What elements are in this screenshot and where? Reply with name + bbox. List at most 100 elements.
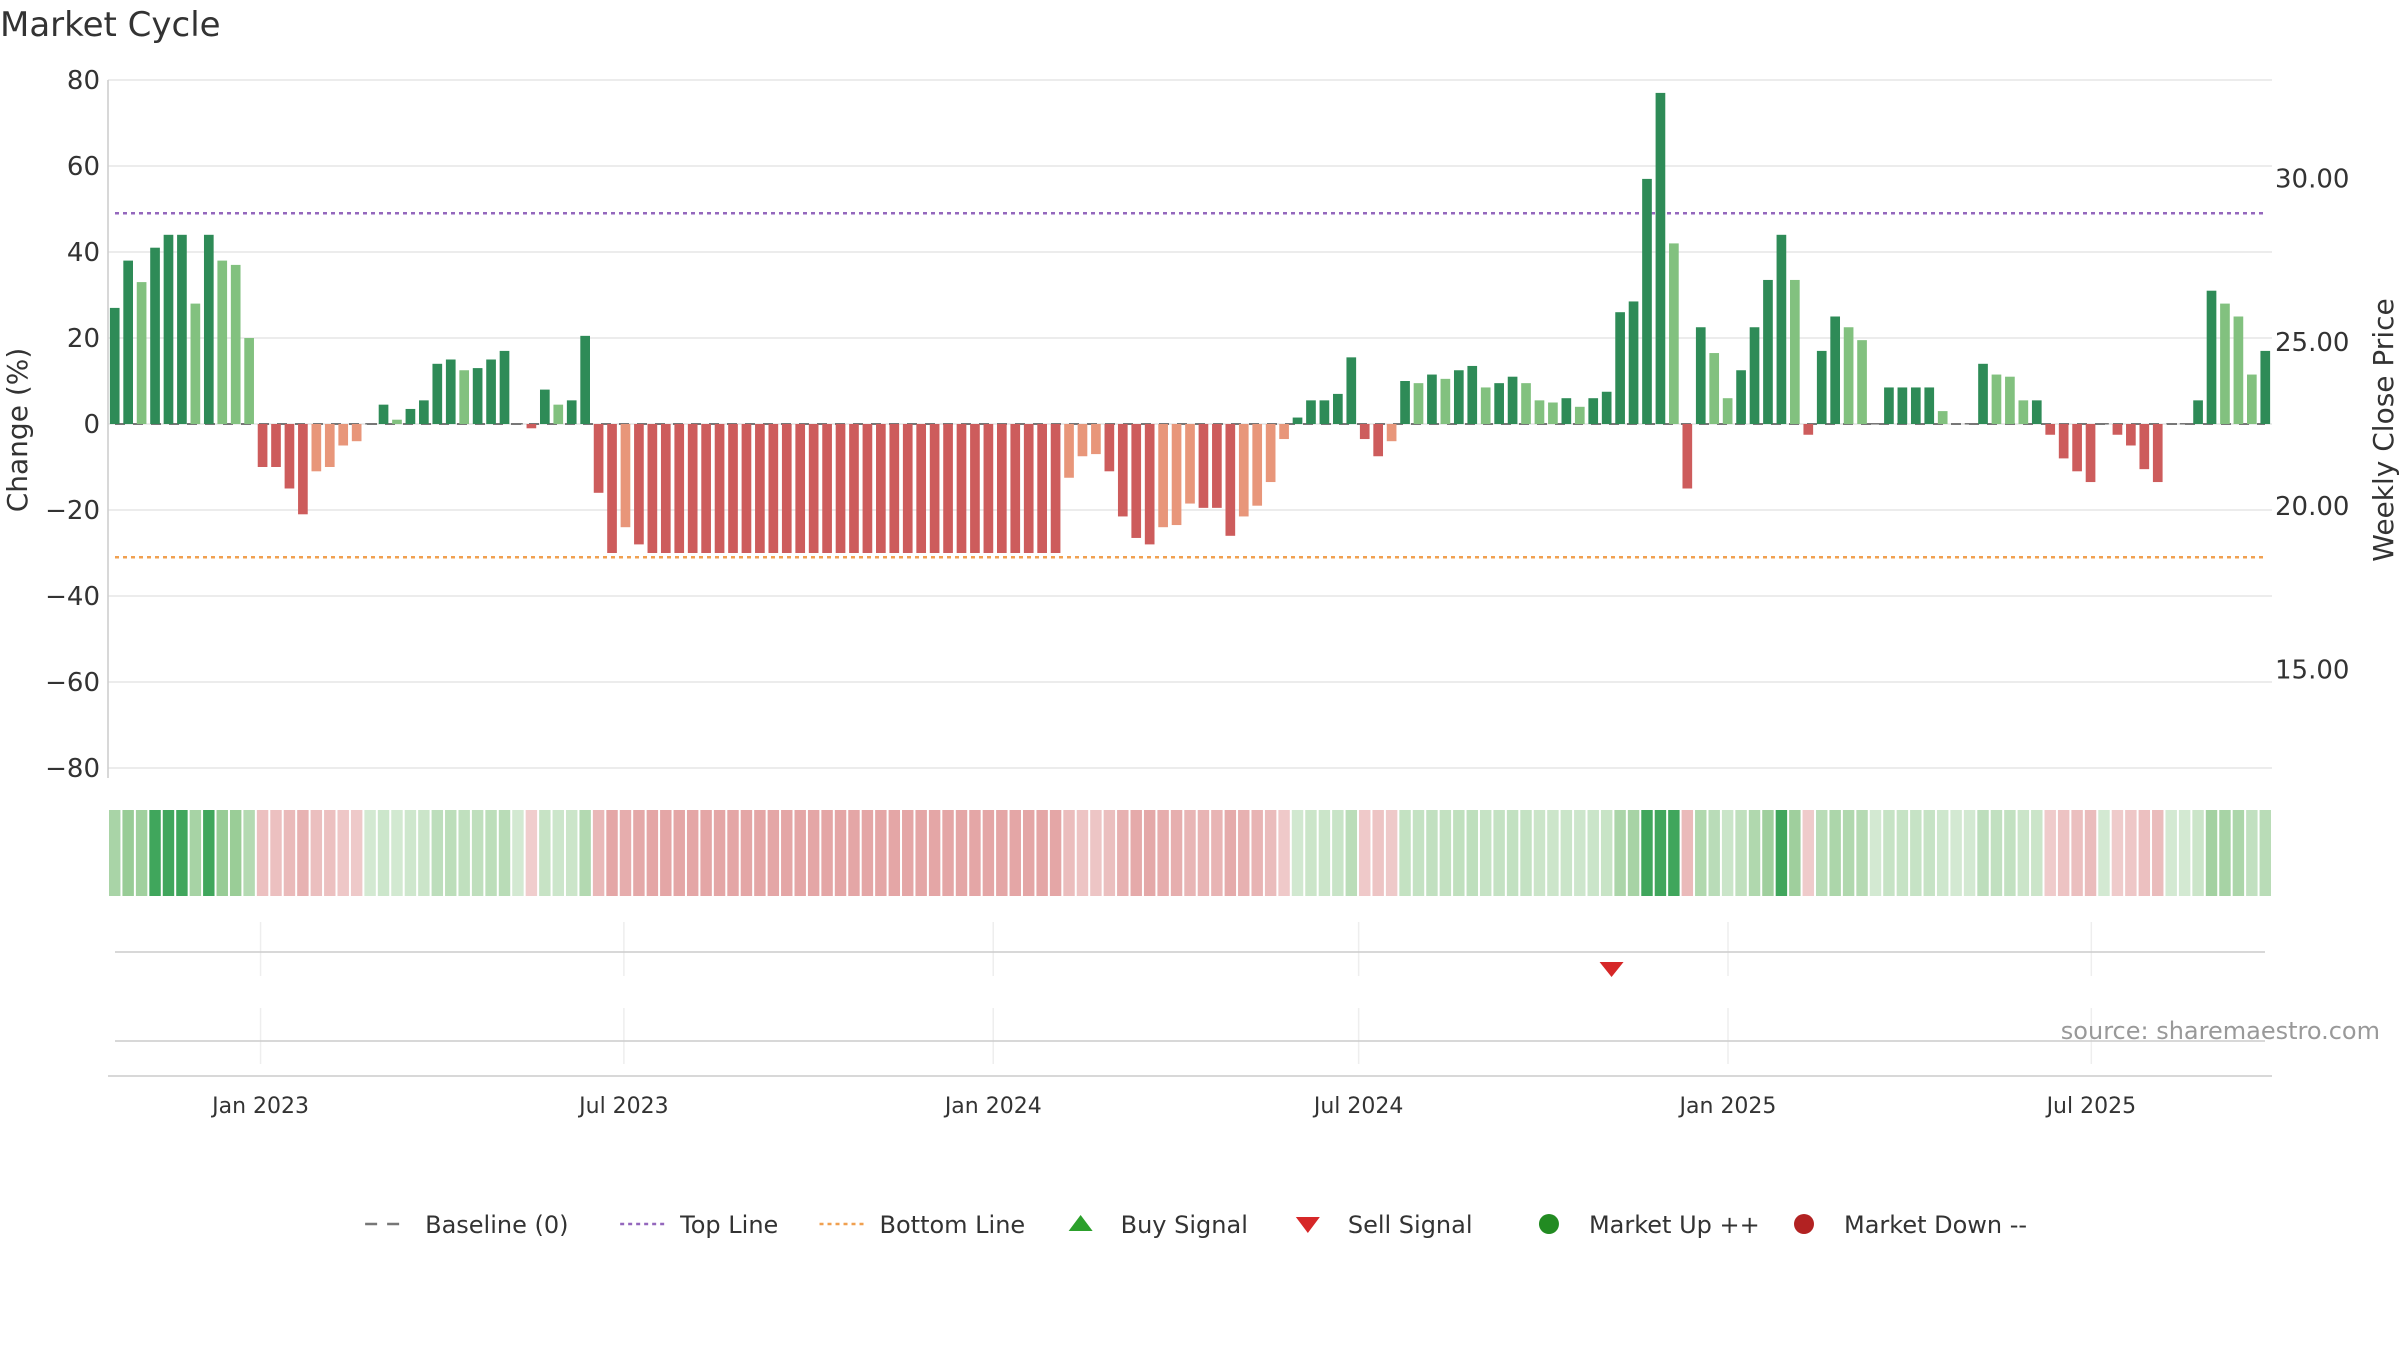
- bar: [271, 424, 281, 467]
- heat-cell: [754, 810, 766, 896]
- bar: [405, 408, 416, 424]
- legend-item: Baseline (0): [365, 1211, 569, 1239]
- bar: [553, 404, 564, 424]
- heat-cell: [135, 810, 148, 896]
- bar: [701, 424, 711, 553]
- heat-cell: [1049, 810, 1062, 896]
- bar: [1897, 387, 1908, 424]
- heat-cell: [955, 810, 968, 896]
- heat-cell: [928, 810, 941, 896]
- heat-cell: [485, 810, 497, 896]
- heat-cell: [1842, 810, 1855, 896]
- bar: [1534, 400, 1545, 424]
- heat-cell: [1076, 810, 1089, 896]
- bar: [849, 424, 859, 553]
- heat-cell: [1721, 810, 1734, 896]
- cycle-heat-strip: [109, 810, 2271, 896]
- bar: [1803, 424, 1814, 435]
- chart-title: Market Cycle: [0, 5, 221, 45]
- bar: [1884, 387, 1894, 424]
- legend-label: Market Down --: [1844, 1211, 2027, 1239]
- heat-cell: [337, 810, 349, 896]
- heat-cell: [1668, 810, 1680, 896]
- x-tick-label: Jul 2023: [577, 1094, 669, 1119]
- heat-cell: [565, 810, 578, 896]
- heat-cell: [1600, 810, 1613, 896]
- heat-cell: [324, 810, 336, 896]
- bar: [1830, 316, 1841, 424]
- heat-cell: [1157, 810, 1169, 896]
- bar: [459, 370, 470, 424]
- bar: [123, 260, 134, 424]
- heat-cell: [579, 810, 591, 896]
- heat-cell: [1896, 810, 1909, 896]
- heat-cell: [821, 810, 833, 896]
- bar: [1238, 424, 1249, 517]
- heat-cell: [270, 810, 282, 896]
- heat-cell: [592, 810, 605, 896]
- heat-cell: [1251, 810, 1263, 896]
- bar: [1574, 406, 1585, 424]
- bar: [1400, 381, 1410, 424]
- y-tick-label: 60: [67, 152, 100, 182]
- bar: [109, 307, 120, 424]
- legend-item: Buy Signal: [1068, 1211, 1248, 1239]
- heat-cell: [256, 810, 269, 896]
- bar: [1763, 279, 1773, 424]
- heat-cell: [1197, 810, 1210, 896]
- bar: [1628, 301, 1639, 424]
- heat-cell: [1385, 810, 1398, 896]
- heat-cell: [1923, 810, 1935, 896]
- heat-cell: [122, 810, 134, 896]
- heat-cell: [1103, 810, 1116, 896]
- bar: [1104, 424, 1115, 472]
- bar: [1615, 312, 1625, 424]
- bar: [996, 424, 1007, 553]
- bar: [324, 424, 335, 467]
- bar: [2179, 423, 2190, 425]
- heat-cell: [1560, 810, 1573, 896]
- y-tick-label: −20: [45, 496, 100, 526]
- bar: [1091, 424, 1101, 455]
- bar: [432, 363, 443, 424]
- heat-cell: [902, 810, 914, 896]
- bar: [392, 419, 402, 424]
- heat-cell: [283, 810, 296, 896]
- bar: [889, 424, 900, 553]
- bar: [1386, 424, 1397, 442]
- bar: [2058, 424, 2069, 459]
- heat-cell: [1412, 810, 1425, 896]
- heat-cell: [1816, 810, 1828, 896]
- bar: [1843, 327, 1854, 424]
- legend-item: Bottom Line: [819, 1211, 1025, 1239]
- bar: [217, 260, 228, 424]
- heat-cell: [539, 810, 551, 896]
- bar: [1292, 417, 1303, 424]
- bar: [566, 400, 577, 424]
- heat-cell: [1184, 810, 1196, 896]
- y-tick-label: −40: [45, 582, 100, 612]
- y-tick-label: 20: [67, 324, 100, 354]
- bar: [1480, 387, 1491, 424]
- y2-tick-label: 30.00: [2275, 164, 2349, 194]
- bar: [970, 424, 980, 553]
- bar: [1064, 424, 1074, 478]
- bar: [539, 389, 550, 424]
- bar: [190, 303, 201, 424]
- bar: [1749, 327, 1760, 424]
- heat-cell: [2192, 810, 2204, 896]
- bar: [2126, 424, 2136, 446]
- heat-cell: [2098, 810, 2110, 896]
- heat-cell: [364, 810, 376, 896]
- bar: [687, 424, 698, 553]
- bar: [1427, 374, 1437, 424]
- bar: [2246, 374, 2257, 424]
- bar: [298, 424, 308, 515]
- legend-label: Market Up ++: [1589, 1211, 1760, 1239]
- y-tick-labels: 80 60 40 20 0 −20 −40 −60 −80: [45, 66, 100, 784]
- bar: [1507, 376, 1518, 424]
- bar: [513, 423, 523, 425]
- bar: [916, 424, 927, 553]
- bar: [2139, 424, 2150, 470]
- heat-cell: [1829, 810, 1841, 896]
